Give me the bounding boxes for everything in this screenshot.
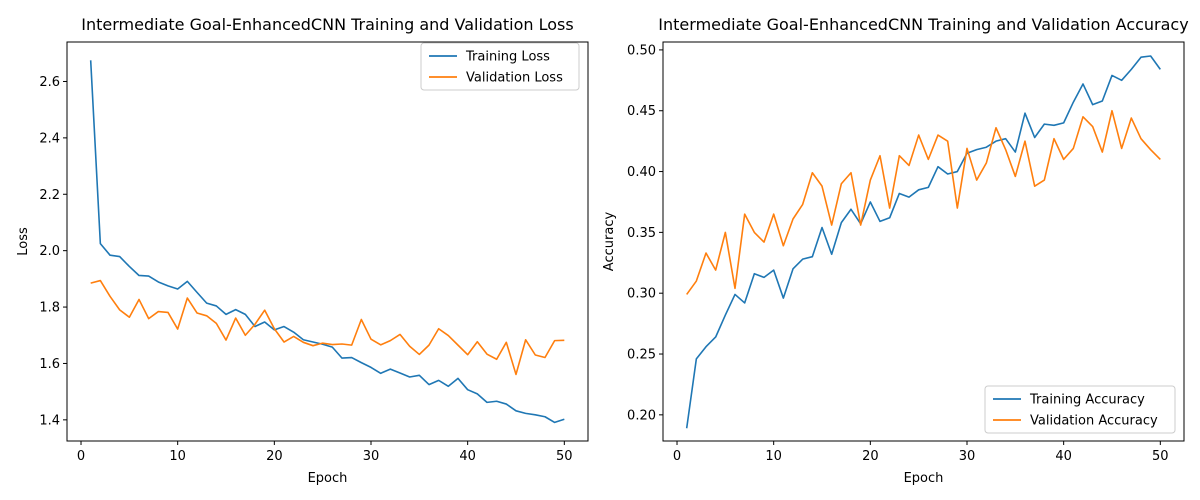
y-tick-label: 2.0 xyxy=(39,244,60,259)
series-line-validation xyxy=(686,109,1161,295)
legend-entry: Training Loss xyxy=(465,50,550,65)
y-tick-label: 2.6 xyxy=(39,75,60,90)
chart-title: Intermediate Goal-EnhancedCNN Training a… xyxy=(658,15,1188,34)
y-tick-label: 1.8 xyxy=(39,301,60,316)
y-tick-label: 1.6 xyxy=(39,357,60,372)
x-tick-label: 0 xyxy=(77,449,85,464)
legend-entry: Validation Loss xyxy=(466,71,563,86)
x-tick-label: 30 xyxy=(959,449,976,464)
y-tick-label: 2.4 xyxy=(39,131,60,146)
x-axis-label: Epoch xyxy=(308,471,348,486)
x-tick-label: 40 xyxy=(459,449,476,464)
y-tick-label: 0.50 xyxy=(627,43,656,58)
series-line-training xyxy=(89,60,565,424)
legend-entry: Training Accuracy xyxy=(1029,393,1145,408)
x-axis-label: Epoch xyxy=(904,471,944,486)
series-line-validation xyxy=(90,279,565,376)
legend-box xyxy=(984,385,1176,434)
legend-box xyxy=(420,42,580,91)
y-tick-label: 0.45 xyxy=(627,104,656,119)
legend: Training Accuracy Validation Accuracy xyxy=(984,385,1176,434)
y-tick-label: 0.25 xyxy=(627,348,656,363)
loss-chart: Intermediate Goal-EnhancedCNN Training a… xyxy=(16,15,589,486)
x-tick-label: 10 xyxy=(169,449,186,464)
y-axis-label: Loss xyxy=(16,227,31,256)
plot-frame xyxy=(66,41,589,442)
y-axis-label: Accuracy xyxy=(602,212,617,272)
x-tick-label: 0 xyxy=(673,449,681,464)
y-tick-label: 1.4 xyxy=(39,413,60,428)
chart-title: Intermediate Goal-EnhancedCNN Training a… xyxy=(81,15,573,34)
plot-frame xyxy=(662,41,1185,442)
x-tick-label: 50 xyxy=(556,449,573,464)
x-tick-label: 30 xyxy=(363,449,380,464)
y-tick-label: 0.40 xyxy=(627,165,656,180)
accuracy-chart: Intermediate Goal-EnhancedCNN Training a… xyxy=(602,15,1189,486)
x-tick-label: 50 xyxy=(1152,449,1169,464)
y-tick-label: 0.20 xyxy=(627,408,656,423)
x-tick-label: 40 xyxy=(1055,449,1072,464)
series-line-training xyxy=(685,55,1161,429)
x-tick-label: 20 xyxy=(266,449,283,464)
y-tick-label: 0.30 xyxy=(627,287,656,302)
y-tick-label: 0.35 xyxy=(627,226,656,241)
x-tick-label: 10 xyxy=(765,449,782,464)
y-tick-label: 2.2 xyxy=(39,188,60,203)
x-tick-label: 20 xyxy=(862,449,879,464)
legend: Training Loss Validation Loss xyxy=(420,42,580,91)
legend-entry: Validation Accuracy xyxy=(1030,414,1158,429)
